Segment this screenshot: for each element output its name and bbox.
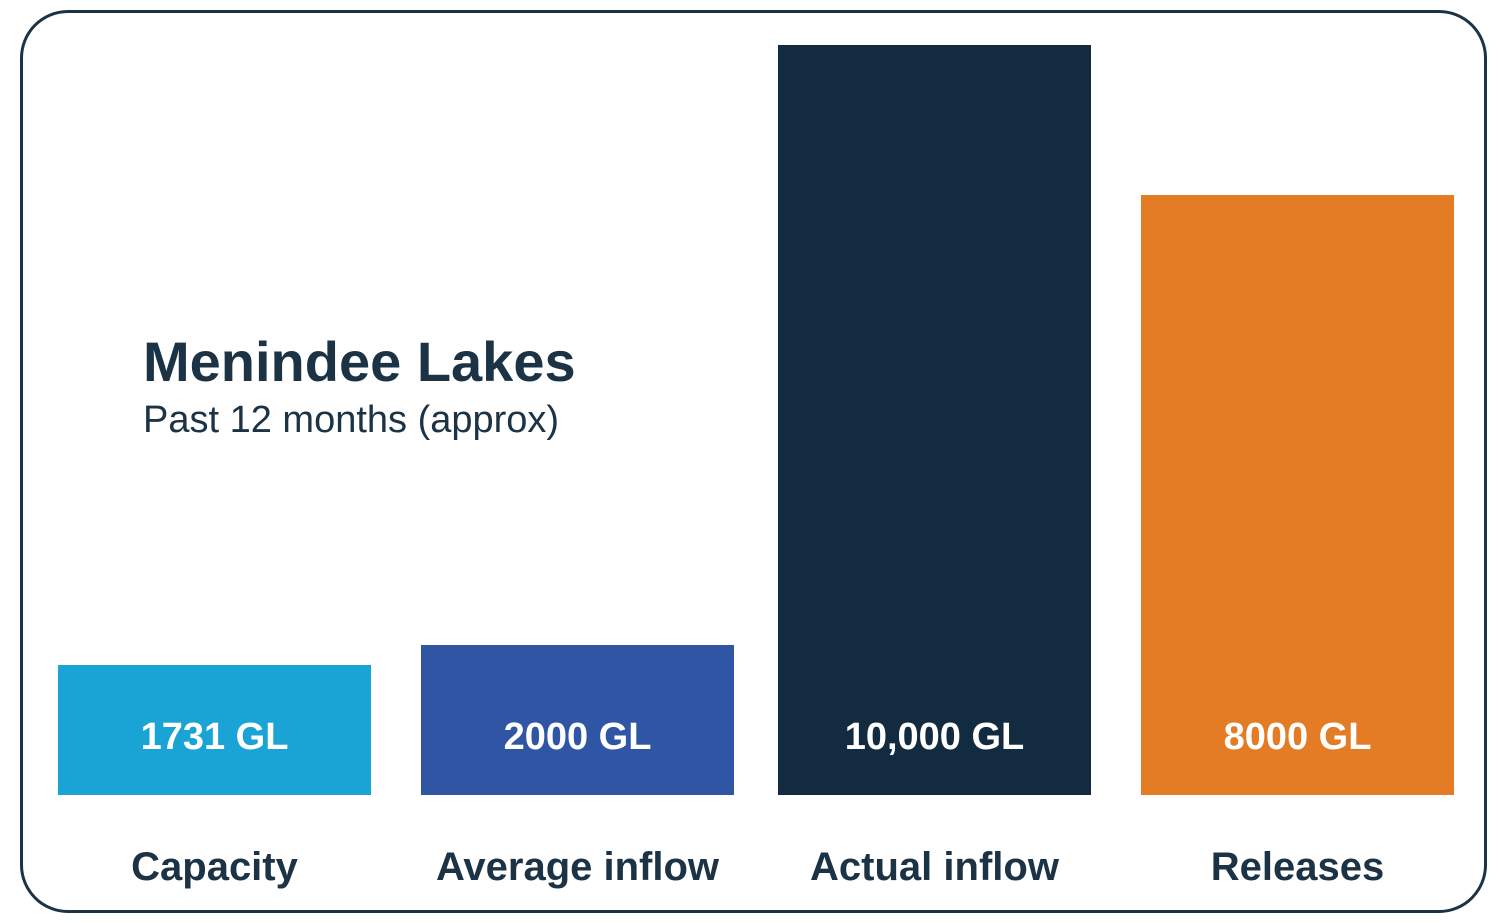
category-label: Average inflow	[421, 845, 734, 890]
bar-average-inflow: 2000 GL	[421, 645, 734, 795]
bar-value-label: 1731 GL	[58, 716, 371, 795]
bar-actual-inflow: 10,000 GL	[778, 45, 1091, 795]
chart-card: Menindee Lakes Past 12 months (approx) 1…	[20, 10, 1487, 913]
bar-value-label: 8000 GL	[1141, 716, 1454, 795]
chart-plot-area: 1731 GL 2000 GL 10,000 GL 8000 GL	[58, 45, 1455, 795]
category-label: Releases	[1141, 845, 1454, 890]
category-label: Actual inflow	[778, 845, 1091, 890]
category-label: Capacity	[58, 845, 371, 890]
bar-releases: 8000 GL	[1141, 195, 1454, 795]
category-labels-row: Capacity Average inflow Actual inflow Relea…	[58, 810, 1455, 890]
bar-capacity: 1731 GL	[58, 665, 371, 795]
bar-value-label: 10,000 GL	[778, 716, 1091, 795]
bar-value-label: 2000 GL	[421, 716, 734, 795]
